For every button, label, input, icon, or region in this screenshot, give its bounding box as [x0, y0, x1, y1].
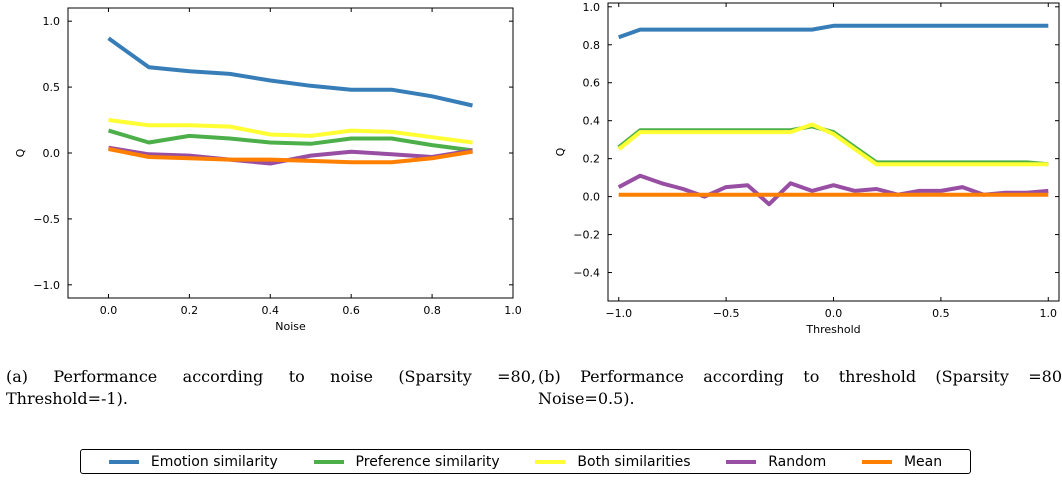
threshold-ytick-label: 1.0	[583, 1, 601, 14]
noise-xtick-label: 0.6	[342, 304, 360, 317]
noise-series-preference-similarity	[107, 128, 473, 153]
threshold-ytick-label: 0.4	[583, 115, 601, 128]
caption-b: (b) Performance according to threshold (…	[538, 367, 1062, 408]
legend-label-random: Random	[768, 453, 827, 470]
threshold-series-random	[617, 173, 1049, 207]
legend-item-both: Both similarities	[535, 453, 691, 470]
legend-item-random: Random	[726, 454, 826, 470]
legend-swatch-both	[535, 459, 566, 464]
legend-item-mean: Mean	[861, 453, 943, 470]
legend-swatch-emotion	[108, 459, 139, 464]
noise-xaxis-label: Noise	[275, 320, 306, 333]
noise-series-mean	[108, 147, 473, 165]
legend-swatch-preference	[313, 459, 344, 464]
threshold-xtick-label: −0.5	[713, 307, 740, 320]
caption-a: (a) Performance according to noise (Spar…	[6, 367, 536, 408]
threshold-ytick-label: −0.2	[573, 229, 600, 242]
figure-canvas: 0.0 0.2 0.4 0.6 0.8 1.0 −1.0 −0.5 0.0 0.5 1.0 Noise…	[14, 1, 1060, 336]
threshold-xtick-label: −1.0	[605, 307, 632, 320]
threshold-ytick-label: −0.4	[573, 267, 600, 280]
legend-label-preference: Preference similarity	[355, 453, 500, 470]
threshold-xtick-label: 1.0	[1040, 307, 1058, 320]
legend-label-mean: Mean	[903, 453, 943, 470]
noise-ytick-label: 1.0	[43, 15, 61, 28]
chart-noise: 0.0 0.2 0.4 0.6 0.8 1.0 −1.0 −0.5 0.0 0.5 1.0 Noise…	[14, 7, 522, 333]
legend-swatch-mean	[861, 459, 892, 464]
threshold-ytick-label: 0.2	[583, 153, 601, 166]
noise-xtick-label: 0.2	[181, 304, 199, 317]
threshold-xaxis-label: Threshold	[805, 323, 860, 336]
noise-xtick-label: 0.8	[423, 304, 441, 317]
threshold-ytick-label: 0.8	[583, 39, 601, 52]
legend-label-emotion: Emotion similarity	[150, 453, 278, 470]
threshold-ytick-label: 0.6	[583, 77, 601, 90]
threshold-plot-frame	[607, 2, 1060, 302]
noise-series-group	[107, 36, 473, 166]
noise-series-emotion-similarity	[107, 36, 473, 108]
legend: Emotion similarity Preference similarity…	[80, 449, 971, 474]
noise-xtick-label: 1.0	[504, 304, 522, 317]
threshold-xtick-label: 0.0	[825, 307, 843, 320]
noise-xtick-label: 0.0	[100, 304, 118, 317]
noise-ytick-label: 0.0	[43, 147, 61, 160]
noise-ytick-label: −1.0	[33, 279, 60, 292]
legend-swatch-random	[726, 459, 757, 464]
legend-item-emotion: Emotion similarity	[108, 453, 278, 470]
threshold-series-emotion-similarity	[618, 23, 1049, 40]
threshold-xtick-label: 0.5	[932, 307, 950, 320]
threshold-ytick-label: 0.0	[583, 191, 601, 204]
noise-yaxis-label: Q	[14, 148, 27, 157]
noise-xtick-label: 0.4	[262, 304, 280, 317]
legend-item-preference: Preference similarity	[313, 453, 500, 470]
threshold-yaxis-label: Q	[554, 147, 567, 156]
chart-threshold: −1.0 −0.5 0.0 0.5 1.0 −0.4 −0.2 0.0 0.2 0.4 0.6 0.8…	[554, 1, 1060, 336]
noise-ytick-label: −0.5	[33, 213, 60, 226]
noise-ytick-label: 0.5	[43, 81, 61, 94]
threshold-series-group	[617, 23, 1049, 207]
legend-label-both: Both similarities	[577, 453, 691, 470]
noise-series-both-similarities	[108, 118, 473, 145]
threshold-series-both-similarities	[617, 122, 1049, 167]
